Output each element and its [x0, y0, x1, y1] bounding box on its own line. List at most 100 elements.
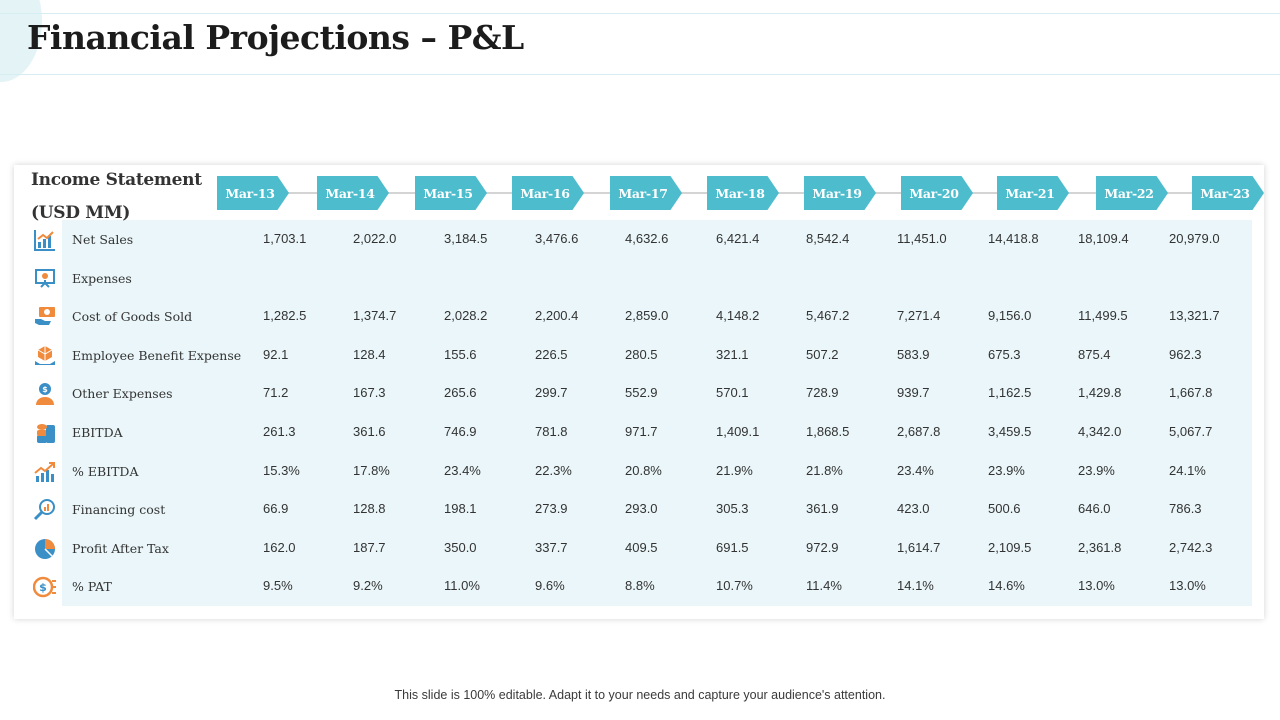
table-cell: 10.7%: [716, 578, 753, 594]
table-cell: 128.4: [353, 346, 386, 362]
table-cell: 17.8%: [353, 462, 390, 478]
table-cell: 167.3: [353, 385, 386, 401]
table-cell: 583.9: [897, 346, 930, 362]
table-cell: 646.0: [1078, 501, 1111, 517]
row-label: % PAT: [72, 579, 112, 595]
table-cell: 11.0%: [444, 578, 480, 594]
table-cell: 1,429.8: [1078, 385, 1122, 401]
row-label: Cost of Goods Sold: [72, 309, 193, 325]
row-label: Net Sales: [72, 232, 134, 247]
page-title: Financial Projections – P&L: [27, 18, 524, 57]
table-cell: 273.9: [535, 501, 568, 517]
row-label: EBITDA: [72, 425, 123, 440]
table-cell: 728.9: [806, 385, 839, 401]
table-cell: 11.4%: [806, 578, 842, 594]
table-row: EBITDA 261.3 361.6 746.9 781.8 971.7 1,409.1 1,…: [0, 413, 1280, 451]
table-cell: 361.9: [806, 501, 839, 517]
row-label: Other Expenses: [72, 386, 173, 402]
table-cell: 23.9%: [988, 462, 1025, 478]
pie-chart-icon: [33, 537, 57, 561]
table-cell: 24.1%: [1169, 462, 1206, 478]
table-cell: 14,418.8: [988, 231, 1039, 246]
table-cell: 18,109.4: [1078, 231, 1129, 246]
table-cell: 187.7: [353, 539, 386, 555]
table-cell: 23.4%: [897, 462, 934, 478]
table-cell: 971.7: [625, 424, 658, 439]
table-cell: 409.5: [625, 539, 658, 555]
period-label: Mar-19: [804, 176, 876, 210]
table-cell: 552.9: [625, 385, 658, 401]
table-cell: 280.5: [625, 346, 658, 362]
table-cell: 1,703.1: [263, 231, 307, 246]
table-background: [62, 220, 1252, 606]
dollar-coin-icon: $: [32, 575, 57, 599]
table-row: Employee Benefit Expense 92.1 128.4 155.6 22…: [0, 336, 1280, 374]
row-label: Employee Benefit Expense: [72, 347, 242, 363]
table-cell: 8.8%: [625, 578, 655, 594]
table-cell: 9.6%: [535, 578, 565, 594]
table-cell: 265.6: [444, 385, 477, 401]
table-cell: 155.6: [444, 346, 477, 362]
row-label: Profit After Tax: [72, 540, 169, 556]
svg-text:$: $: [42, 385, 48, 394]
table-row: Profit After Tax 162.0 187.7 350.0 337.7 409.…: [0, 529, 1280, 567]
table-cell: 261.3: [263, 424, 296, 439]
table-cell: 5,067.7: [1169, 424, 1213, 439]
table-cell: 691.5: [716, 539, 749, 555]
table-cell: 6,421.4: [716, 231, 760, 246]
table-cell: 14.6%: [988, 578, 1025, 594]
table-cell: 9.5%: [263, 578, 293, 594]
table-cell: 11,499.5: [1078, 308, 1128, 324]
table-cell: 4,342.0: [1078, 424, 1122, 439]
presentation-board-icon: [33, 267, 57, 291]
table-cell: 128.8: [353, 501, 386, 517]
table-cell: 507.2: [806, 346, 839, 362]
table-row: Expenses: [0, 259, 1280, 297]
table-cell: 7,271.4: [897, 308, 941, 324]
period-label: Mar-17: [610, 176, 682, 210]
period-label: Mar-23: [1192, 176, 1264, 210]
heading-line-1: Income Statement: [31, 170, 202, 190]
table-cell: 23.9%: [1078, 462, 1115, 478]
period-label: Mar-21: [997, 176, 1069, 210]
table-cell: 3,476.6: [535, 231, 579, 246]
period-label: Mar-13: [217, 176, 289, 210]
table-cell: 1,162.5: [988, 385, 1032, 401]
bar-chart-icon: [33, 228, 57, 252]
table-cell: 2,687.8: [897, 424, 941, 439]
table-cell: 781.8: [535, 424, 568, 439]
table-cell: 20,979.0: [1169, 231, 1220, 246]
table-cell: 299.7: [535, 385, 568, 401]
table-cell: 875.4: [1078, 346, 1111, 362]
table-cell: 2,200.4: [535, 308, 579, 324]
money-hand-icon: [33, 305, 57, 329]
table-cell: 21.8%: [806, 462, 843, 478]
hand-cube-icon: [33, 344, 57, 368]
table-cell: 500.6: [988, 501, 1021, 517]
row-label: Financing cost: [72, 502, 166, 518]
table-cell: 1,667.8: [1169, 385, 1213, 401]
table-cell: 5,467.2: [806, 308, 850, 324]
table-cell: 9,156.0: [988, 308, 1032, 324]
magnifier-chart-icon: [33, 498, 57, 522]
period-label: Mar-22: [1096, 176, 1168, 210]
table-cell: 13.0%: [1169, 578, 1206, 594]
period-label: Mar-16: [512, 176, 584, 210]
table-cell: 3,459.5: [988, 424, 1032, 439]
table-cell: 2,742.3: [1169, 539, 1213, 555]
table-cell: 22.3%: [535, 462, 572, 478]
table-row: % EBITDA 15.3% 17.8% 23.4% 22.3% 20.8% 21.9% 21…: [0, 452, 1280, 490]
income-statement-heading: Income Statement (USD MM): [31, 164, 211, 230]
table-cell: 23.4%: [444, 462, 481, 478]
table-cell: 675.3: [988, 346, 1021, 362]
table-cell: 939.7: [897, 385, 930, 401]
table-cell: 361.6: [353, 424, 386, 439]
row-label: Expenses: [72, 270, 132, 286]
table-cell: 293.0: [625, 501, 658, 517]
table-row: Financing cost 66.9 128.8 198.1 273.9 293.0 30…: [0, 490, 1280, 528]
table-cell: 11,451.0: [897, 231, 947, 246]
table-cell: 2,109.5: [988, 539, 1032, 555]
table-cell: 972.9: [806, 539, 839, 555]
table-cell: 305.3: [716, 501, 749, 517]
table-cell: 1,374.7: [353, 308, 397, 324]
